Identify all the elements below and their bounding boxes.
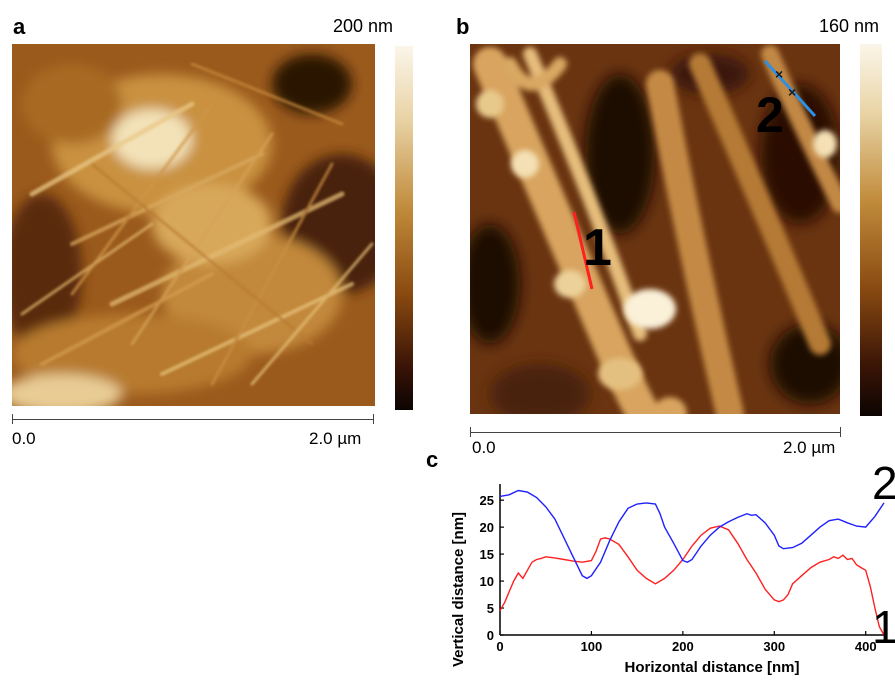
panel-b-scalebar-end-label: 2.0 µm: [783, 438, 836, 457]
profile-marker-1: 1: [583, 219, 612, 277]
panel-b-colorbar: [860, 44, 882, 416]
series-line-2: [499, 489, 885, 580]
x-axis-label: Horizontal distance [nm]: [624, 659, 799, 676]
panel-b-scalebar-tick-start: [470, 427, 471, 437]
x-tick-label: 100: [581, 639, 603, 654]
panel-a-scalebar: [12, 419, 374, 420]
y-tick-label: 10: [480, 574, 494, 589]
panel-a-letter: a: [13, 14, 26, 39]
panel-b-afm-image: × ×: [470, 44, 840, 414]
y-tick-label: 15: [480, 547, 494, 562]
profile-line-2: [763, 59, 817, 118]
height-profile-chart: 0 100 200 300 400 0 5 10 15 20 25 Horizontal distan…: [450, 460, 895, 676]
panel-b-scalebar-tick-end: [840, 427, 841, 437]
y-axis-label: Vertical distance [nm]: [450, 512, 467, 667]
panel-a-scalebar-tick-start: [12, 414, 13, 424]
panel-a-scalebar-end-label: 2.0 µm: [309, 429, 362, 448]
panel-a-scalebar-tick-end: [373, 414, 374, 424]
svg-text:×: ×: [775, 66, 783, 82]
profile-line-1: [572, 211, 594, 290]
x-tick-label: 0: [496, 639, 503, 654]
y-tick-label: 0: [487, 628, 494, 643]
panel-b-z-scale-label: 160 nm: [819, 16, 880, 36]
profile-marker-2: 2: [756, 87, 784, 143]
panel-a-z-scale-label: 200 nm: [333, 16, 394, 36]
y-tick-label: 5: [487, 601, 494, 616]
x-tick-label: 300: [763, 639, 785, 654]
y-tick-label: 20: [480, 520, 494, 535]
x-tick-label: 200: [672, 639, 694, 654]
panel-b-scalebar-start-label: 0.0: [472, 438, 496, 457]
panel-a-scalebar-start-label: 0.0: [12, 429, 36, 448]
panel-c-letter: c: [426, 447, 439, 472]
y-tick-label: 25: [480, 493, 494, 508]
panel-a-afm-image: [12, 44, 375, 406]
panel-b-scalebar: [470, 432, 840, 433]
panel-b-letter: b: [456, 14, 470, 39]
series-label-1: 1: [872, 601, 895, 653]
series-line-1: [499, 525, 885, 636]
series-label-2: 2: [872, 460, 895, 509]
svg-text:×: ×: [788, 84, 796, 100]
x-tick-label: 400: [855, 639, 877, 654]
panel-a-colorbar: [395, 46, 413, 410]
